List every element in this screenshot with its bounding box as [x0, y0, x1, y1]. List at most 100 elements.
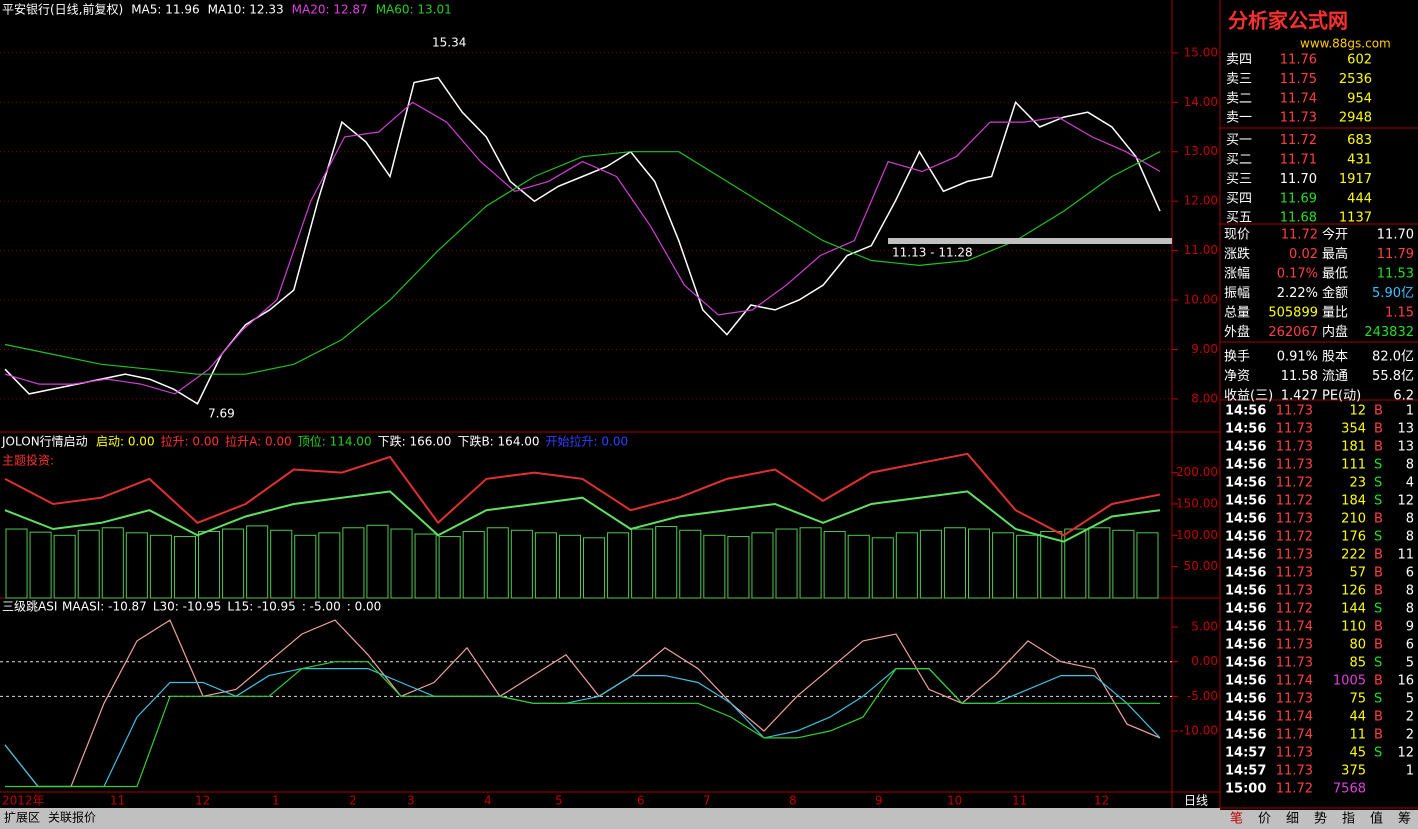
trade-time: 14:57 [1225, 764, 1266, 779]
trade-count: 8 [1406, 602, 1414, 617]
book-volume: 602 [1347, 53, 1372, 68]
quote-label: 涨幅 [1224, 267, 1250, 282]
quote-label: 最高 [1322, 246, 1348, 262]
range-band [888, 238, 1172, 244]
trade-time: 14:56 [1225, 404, 1266, 419]
quote-value: 0.02 [1289, 247, 1318, 262]
side-tab[interactable]: 指 [1342, 812, 1355, 827]
side-tab[interactable]: 势 [1314, 811, 1327, 827]
x-label: 2012年 [2, 794, 45, 808]
bottom-tab[interactable]: 扩展区 [4, 811, 40, 825]
bottom-bar [0, 808, 1220, 829]
y-tick-label: 100.00 [1176, 528, 1218, 542]
trade-side: B [1374, 566, 1383, 581]
trade-volume: 7568 [1333, 782, 1366, 797]
trade-count: 2 [1406, 710, 1414, 725]
quote-label: 涨跌 [1224, 246, 1250, 262]
quote-value: 55.8亿 [1372, 369, 1414, 384]
asi-label: : -5.00 [302, 600, 341, 614]
trade-count: 12 [1397, 746, 1414, 761]
header-text: MA5: 11.96 [131, 3, 199, 17]
side-tab[interactable]: 细 [1286, 812, 1299, 827]
book-volume: 2948 [1339, 111, 1372, 126]
y-tick-label: 13.00 [1184, 144, 1218, 158]
quote-label: 量比 [1322, 306, 1348, 321]
x-label: 12 [195, 794, 210, 808]
book-price: 11.72 [1280, 133, 1317, 148]
quote-value: 0.91% [1277, 350, 1318, 365]
bar [919, 529, 942, 599]
trade-count: 6 [1406, 638, 1414, 653]
trade-volume: 85 [1349, 656, 1366, 671]
bar [486, 527, 509, 599]
trade-count: 16 [1397, 674, 1414, 689]
bar [943, 527, 966, 599]
quote-label: 股本 [1322, 350, 1348, 365]
series-line [4, 452, 1161, 537]
bar [751, 532, 774, 599]
book-volume: 1137 [1339, 211, 1372, 226]
quote-value: 11.72 [1281, 228, 1318, 243]
trade-time: 14:56 [1225, 422, 1266, 437]
bar [727, 536, 750, 599]
indicator-label: 顶位: 114.00 [298, 434, 372, 449]
trade-time: 14:56 [1225, 728, 1266, 743]
quote-value: 11.53 [1377, 267, 1414, 282]
book-price: 11.74 [1280, 91, 1317, 106]
book-label: 卖三 [1226, 72, 1252, 87]
book-volume: 444 [1347, 191, 1372, 206]
y-tick-label: 11.00 [1184, 243, 1218, 257]
quote-label: 内盘 [1322, 324, 1348, 340]
book-volume: 431 [1347, 153, 1372, 168]
trade-time: 14:56 [1225, 440, 1266, 455]
trade-price: 11.74 [1276, 710, 1313, 725]
quote-label: 最低 [1322, 267, 1348, 282]
series-line [5, 661, 1160, 788]
trade-volume: 176 [1341, 530, 1366, 545]
trade-time: 14:57 [1225, 746, 1266, 761]
bar [246, 525, 269, 599]
trade-count: 9 [1406, 620, 1414, 635]
trade-count: 13 [1397, 422, 1414, 437]
indicator-label: 下跌: 166.00 [378, 434, 452, 449]
y-tick-label: 0.00 [1191, 654, 1218, 668]
trade-time: 14:56 [1225, 584, 1266, 599]
trade-volume: 45 [1349, 746, 1366, 761]
trade-count: 1 [1406, 404, 1414, 419]
trade-side: B [1374, 638, 1383, 653]
book-label: 买一 [1226, 133, 1252, 148]
header-text: MA60: 13.01 [376, 3, 452, 17]
asi-label: L15: -10.95 [227, 600, 296, 614]
bottom-tab[interactable]: 关联报价 [48, 810, 96, 825]
side-tab[interactable]: 值 [1370, 811, 1383, 827]
bar [149, 534, 172, 599]
header-text: 平安银行(日线,前复权) [2, 2, 123, 17]
bar [1088, 527, 1111, 599]
trade-volume: 12 [1349, 404, 1366, 419]
trade-time: 14:56 [1225, 548, 1266, 563]
trade-volume: 354 [1341, 422, 1366, 437]
book-price: 11.76 [1280, 53, 1317, 68]
bar [1016, 534, 1039, 599]
book-price: 11.73 [1280, 111, 1317, 126]
x-label: 8 [789, 794, 797, 808]
trade-volume: 11 [1349, 728, 1366, 743]
panel-title: JOLON行情启动 [1, 435, 88, 449]
trade-side: S [1374, 494, 1382, 509]
bar [366, 524, 389, 599]
trade-price: 11.72 [1276, 602, 1313, 617]
trade-volume: 80 [1349, 638, 1366, 653]
side-tab[interactable]: 笔 [1230, 811, 1243, 827]
trade-volume: 126 [1341, 584, 1366, 599]
indicator-label: 开始拉升: 0.00 [546, 434, 629, 449]
y-tick-label: 9.00 [1191, 342, 1218, 356]
annotation: 7.69 [208, 407, 235, 421]
trade-time: 14:56 [1225, 674, 1266, 689]
side-tab[interactable]: 筹 [1398, 811, 1411, 827]
quote-value: 6.2 [1393, 389, 1414, 404]
trade-side: B [1374, 548, 1383, 563]
side-tab[interactable]: 价 [1258, 812, 1271, 827]
book-price: 11.70 [1280, 172, 1317, 187]
bar [270, 529, 293, 599]
trade-price: 11.73 [1276, 692, 1313, 707]
